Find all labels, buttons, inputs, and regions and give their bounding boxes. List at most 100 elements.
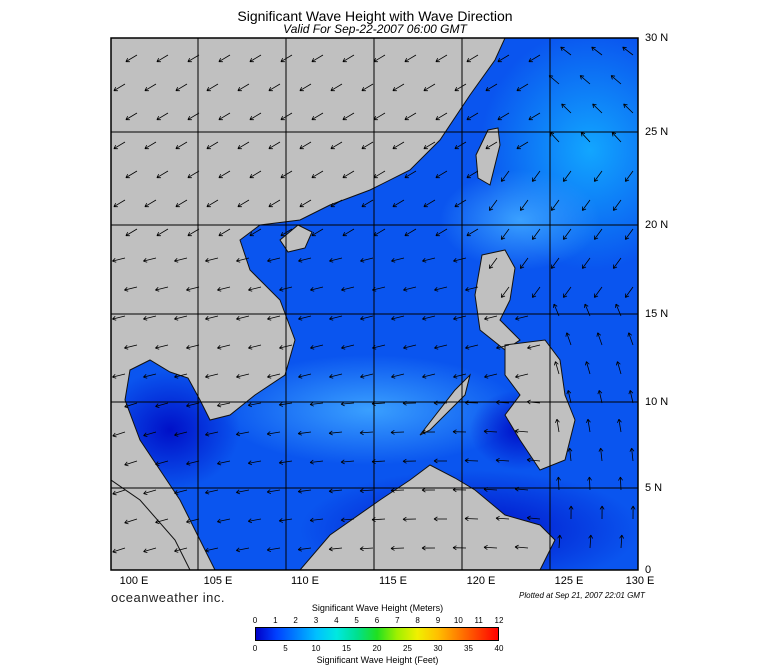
wave-arrow [279,344,293,350]
wave-arrow [186,460,200,466]
colorbar-gradient [255,627,499,641]
wave-map [110,37,639,571]
wave-arrow [390,545,405,551]
wave-arrow [433,516,448,522]
wave-arrow [278,460,293,465]
wave-arrow [404,54,417,63]
wave-arrow [566,390,572,404]
colorbar-meter-tick: 5 [354,616,359,625]
wave-arrow [249,112,262,121]
wave-arrow [187,170,200,179]
wave-arrow [392,141,405,150]
wave-arrow [156,170,169,179]
wave-arrow [549,132,560,143]
wave-arrow [565,332,572,346]
wave-arrow [373,112,386,121]
wave-arrow [500,170,510,182]
wave-arrow [500,228,510,240]
colorbar-title-meters: Significant Wave Height (Meters) [311,603,444,613]
wave-arrow [299,199,312,208]
wave-arrow [423,199,436,208]
wave-arrow [235,547,250,553]
wave-arrow [298,257,312,263]
wave-arrow [155,460,169,466]
wave-arrow [359,546,374,552]
wave-arrow [125,54,138,63]
wave-arrow [206,199,219,208]
wave-arrow [454,83,467,92]
wave-arrow [373,54,386,63]
wave-arrow [485,141,498,150]
wave-arrow [516,141,529,150]
wave-arrow [236,373,250,379]
colorbar-feet-tick: 10 [311,644,321,653]
wave-arrow [624,286,634,298]
wave-arrow [156,54,169,63]
wave-arrow [562,170,572,182]
wave-arrow [452,545,467,551]
wave-arrow [340,401,355,407]
colorbar-feet-tick: 0 [252,644,258,653]
wave-arrow [329,373,343,379]
wave-arrow [217,344,231,350]
wave-arrow [483,429,498,434]
wave-arrow [630,505,636,520]
wave-arrow [464,458,479,464]
wave-arrow [403,344,417,350]
wave-arrow [125,112,138,121]
land-sumatra-corner [111,479,191,570]
wave-arrow [372,344,386,350]
land-borneo [299,464,556,570]
land-luzon [474,249,521,351]
wave-arrow [598,447,604,462]
wave-arrow [112,547,126,554]
wave-arrow [156,112,169,121]
wave-arrow [453,257,467,263]
wave-arrow [298,315,312,321]
wave-arrow [433,400,448,406]
wave-arrow [527,344,541,350]
wave-arrow [266,547,281,552]
wave-arrow [125,228,138,237]
land-taiwan [475,127,501,186]
wave-arrow [174,431,188,437]
wave-direction-arrows [112,46,636,554]
wave-arrow [143,373,157,379]
wave-arrow [624,170,634,182]
lon-label-115e: 115 E [379,575,407,587]
wave-arrow [617,418,622,433]
wave-arrow [124,460,138,467]
wave-arrow [593,170,603,182]
wave-arrow [465,286,479,292]
wave-arrow [112,373,126,379]
colorbar-feet-tick: 15 [342,644,351,653]
wave-arrow [359,430,374,436]
wave-arrow [435,54,448,63]
wave-arrow [266,489,281,494]
wave-arrow [328,488,343,494]
lat-label-0: 0 [645,564,652,576]
wave-arrow [297,430,312,436]
wave-arrow [553,361,560,375]
wave-arrow [187,54,200,63]
wave-arrow [156,228,169,237]
wave-arrow [268,141,281,150]
wave-arrow [236,315,250,321]
colorbar-meter-tick: 2 [293,616,298,625]
colorbar-feet-tick: 25 [403,644,412,653]
wave-arrow [485,83,498,92]
wave-arrow [526,457,541,463]
wave-arrow [562,228,572,240]
lat-label-10n: 10 N [645,396,669,408]
wave-arrow [267,257,281,263]
wave-arrow [496,344,510,350]
wave-arrow [516,83,529,92]
wave-high-zone-central [220,355,520,465]
wave-arrow [217,402,231,408]
wave-arrow [465,344,479,350]
wave-arrow [615,303,622,317]
wave-arrow [278,518,293,523]
wave-arrow [519,199,529,211]
wave-arrow [514,544,529,550]
wave-arrow [624,228,634,240]
